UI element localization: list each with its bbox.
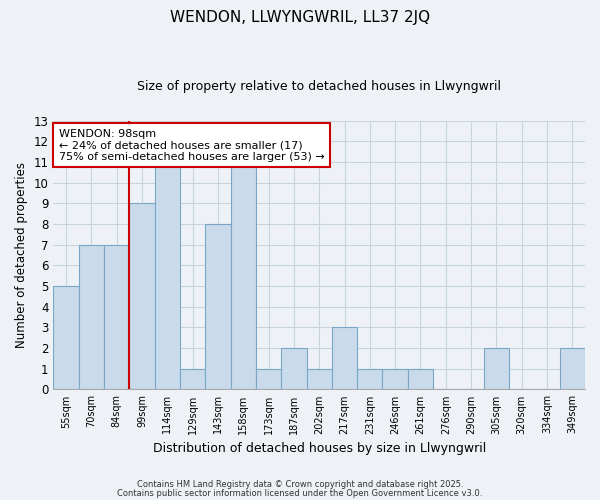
Title: Size of property relative to detached houses in Llwyngwril: Size of property relative to detached ho…	[137, 80, 501, 93]
Y-axis label: Number of detached properties: Number of detached properties	[15, 162, 28, 348]
Text: Contains HM Land Registry data © Crown copyright and database right 2025.: Contains HM Land Registry data © Crown c…	[137, 480, 463, 489]
Bar	[281, 348, 307, 390]
Bar	[408, 368, 433, 390]
Text: WENDON: 98sqm
← 24% of detached houses are smaller (17)
75% of semi-detached hou: WENDON: 98sqm ← 24% of detached houses a…	[59, 128, 325, 162]
Text: WENDON, LLWYNGWRIL, LL37 2JQ: WENDON, LLWYNGWRIL, LL37 2JQ	[170, 10, 430, 25]
Bar	[560, 348, 585, 390]
Bar	[382, 368, 408, 390]
X-axis label: Distribution of detached houses by size in Llwyngwril: Distribution of detached houses by size …	[152, 442, 486, 455]
Bar	[155, 162, 180, 390]
Bar	[205, 224, 230, 390]
Bar	[130, 204, 155, 390]
Text: Contains public sector information licensed under the Open Government Licence v3: Contains public sector information licen…	[118, 488, 482, 498]
Bar	[484, 348, 509, 390]
Bar	[180, 368, 205, 390]
Bar	[307, 368, 332, 390]
Bar	[256, 368, 281, 390]
Bar	[79, 244, 104, 390]
Bar	[357, 368, 382, 390]
Bar	[53, 286, 79, 390]
Bar	[104, 244, 130, 390]
Bar	[332, 328, 357, 390]
Bar	[230, 162, 256, 390]
